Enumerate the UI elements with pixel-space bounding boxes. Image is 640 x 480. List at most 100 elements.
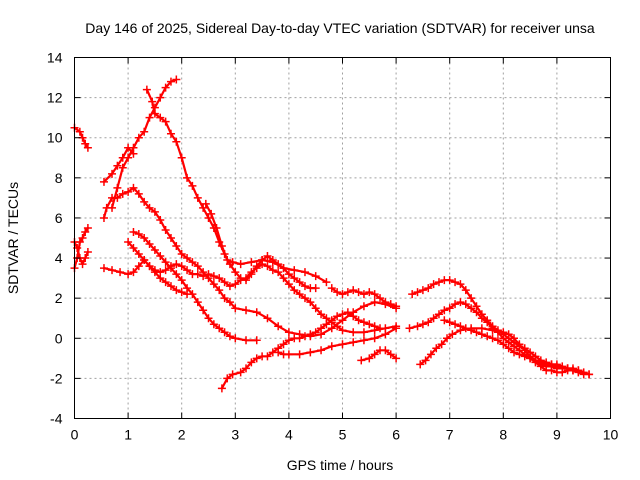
data-point-marker — [150, 268, 159, 277]
data-point-marker — [520, 352, 529, 361]
data-point-marker — [134, 250, 143, 259]
data-point-marker — [215, 274, 224, 283]
y-tick-label: 8 — [55, 170, 63, 186]
data-point-marker — [510, 348, 519, 357]
data-point-marker — [311, 304, 320, 313]
series-sat-s — [440, 316, 594, 379]
data-point-marker — [322, 320, 331, 329]
data-point-marker — [215, 286, 224, 295]
data-point-marker — [338, 326, 347, 335]
data-point-marker — [161, 117, 170, 126]
data-point-marker — [295, 290, 304, 299]
data-point-marker — [172, 270, 181, 279]
x-tick-label: 5 — [339, 427, 347, 443]
data-point-marker — [456, 280, 465, 289]
data-point-marker — [443, 334, 452, 343]
data-point-marker — [370, 298, 379, 307]
data-point-marker — [445, 304, 454, 313]
data-point-marker — [483, 332, 492, 341]
data-point-marker — [327, 284, 336, 293]
data-point-marker — [140, 256, 149, 265]
data-point-marker — [78, 234, 87, 242]
data-point-marker — [504, 330, 513, 339]
data-point-marker — [145, 113, 154, 122]
data-point-marker — [108, 169, 117, 178]
data-point-marker — [118, 189, 127, 198]
x-tick-label: 2 — [178, 427, 186, 443]
data-point-marker — [359, 302, 368, 311]
data-point-marker — [231, 268, 240, 277]
data-point-marker — [338, 340, 347, 349]
series-sat-n — [327, 284, 401, 311]
data-point-marker — [172, 137, 181, 146]
data-point-marker — [392, 324, 401, 333]
data-point-marker — [327, 342, 336, 351]
data-point-marker — [129, 268, 138, 277]
data-point-marker — [242, 364, 251, 373]
data-point-marker — [166, 129, 175, 138]
data-point-marker — [376, 294, 385, 303]
data-point-marker — [365, 354, 374, 363]
data-point-marker — [140, 234, 149, 242]
data-point-marker — [172, 286, 181, 295]
data-point-marker — [370, 334, 379, 343]
y-axis-label: SDTVAR / TECUs — [5, 182, 21, 294]
data-point-marker — [236, 368, 245, 377]
data-point-marker — [118, 163, 127, 172]
data-point-marker — [161, 266, 170, 275]
data-point-marker — [207, 209, 216, 218]
data-point-marker — [333, 322, 342, 331]
data-point-marker — [177, 153, 186, 162]
data-point-marker — [284, 328, 293, 337]
y-tick-label: 0 — [55, 330, 63, 346]
data-point-marker — [199, 306, 208, 315]
data-point-marker — [81, 254, 90, 263]
data-point-marker — [365, 288, 374, 297]
data-point-marker — [284, 280, 293, 289]
data-point-marker — [461, 286, 470, 295]
data-point-marker — [295, 278, 304, 287]
data-point-marker — [424, 284, 433, 293]
data-point-marker — [300, 332, 309, 341]
data-point-marker — [252, 336, 261, 345]
data-point-marker — [99, 177, 108, 186]
data-point-marker — [252, 264, 261, 273]
data-point-marker — [472, 328, 481, 337]
data-point-marker — [445, 318, 454, 327]
data-point-marker — [284, 350, 293, 359]
data-point-marker — [322, 278, 331, 287]
series-layer — [70, 75, 594, 393]
data-point-marker — [212, 223, 221, 232]
data-point-marker — [467, 294, 476, 303]
series-sat-k — [129, 227, 261, 345]
data-point-marker — [134, 189, 143, 198]
data-point-marker — [81, 139, 90, 148]
data-point-marker — [359, 290, 368, 299]
data-point-marker — [274, 348, 283, 357]
data-point-marker — [113, 183, 122, 192]
data-point-marker — [75, 127, 84, 136]
data-point-marker — [311, 328, 320, 337]
data-point-marker — [228, 258, 237, 267]
data-point-marker — [177, 250, 186, 259]
data-point-marker — [199, 203, 208, 212]
data-point-marker — [263, 352, 272, 361]
data-point-marker — [225, 282, 234, 291]
x-tick-label: 7 — [446, 427, 454, 443]
data-point-marker — [247, 268, 256, 277]
data-point-marker — [225, 332, 234, 341]
data-point-marker — [99, 264, 108, 273]
data-point-marker — [274, 268, 283, 277]
series-trace — [110, 78, 178, 209]
data-point-marker — [129, 143, 138, 152]
data-point-marker — [217, 242, 226, 251]
data-point-marker — [333, 312, 342, 321]
data-point-marker — [231, 334, 240, 343]
data-point-marker — [172, 260, 181, 269]
data-point-marker — [467, 326, 476, 335]
data-point-marker — [217, 384, 226, 393]
y-tick-label: 6 — [55, 210, 63, 226]
data-point-marker — [477, 330, 486, 339]
data-point-marker — [78, 260, 87, 269]
